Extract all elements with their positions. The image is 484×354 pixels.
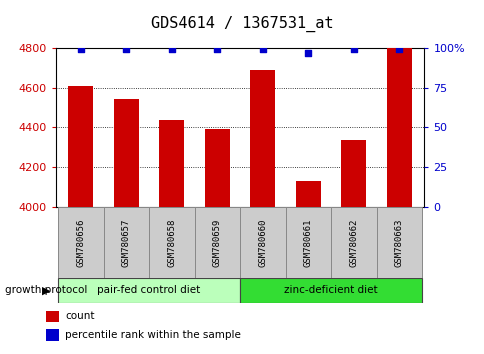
Bar — [68, 86, 93, 207]
Bar — [250, 70, 275, 207]
Bar — [46, 311, 59, 322]
Bar — [341, 141, 365, 207]
Text: GSM780658: GSM780658 — [167, 218, 176, 267]
Bar — [58, 207, 104, 278]
Bar — [104, 207, 149, 278]
Text: zinc-deficient diet: zinc-deficient diet — [284, 285, 377, 295]
Bar — [159, 120, 184, 207]
Text: GSM780660: GSM780660 — [258, 218, 267, 267]
Point — [167, 47, 175, 52]
Text: GSM780663: GSM780663 — [394, 218, 403, 267]
Bar — [149, 207, 194, 278]
Point — [258, 47, 266, 52]
Point — [349, 47, 357, 52]
Bar — [114, 98, 138, 207]
Bar — [386, 48, 411, 207]
Text: GSM780659: GSM780659 — [212, 218, 221, 267]
Text: GSM780656: GSM780656 — [76, 218, 85, 267]
Point — [213, 47, 221, 52]
Bar — [295, 181, 320, 207]
Text: GDS4614 / 1367531_at: GDS4614 / 1367531_at — [151, 16, 333, 32]
Bar — [240, 207, 285, 278]
Bar — [46, 329, 59, 341]
Text: count: count — [65, 312, 94, 321]
Text: pair-fed control diet: pair-fed control diet — [97, 285, 200, 295]
Text: GSM780657: GSM780657 — [121, 218, 131, 267]
Point — [122, 47, 130, 52]
Text: percentile rank within the sample: percentile rank within the sample — [65, 330, 241, 340]
Text: GSM780661: GSM780661 — [303, 218, 312, 267]
Bar — [331, 207, 376, 278]
Point — [77, 47, 85, 52]
Bar — [194, 207, 240, 278]
Bar — [240, 278, 421, 303]
Point — [394, 47, 402, 52]
Text: GSM780662: GSM780662 — [348, 218, 358, 267]
Bar — [58, 278, 240, 303]
Bar — [204, 130, 229, 207]
Point — [304, 50, 312, 56]
Bar — [285, 207, 331, 278]
Bar — [376, 207, 421, 278]
Text: ▶: ▶ — [42, 285, 51, 295]
Text: growth protocol: growth protocol — [5, 285, 87, 295]
